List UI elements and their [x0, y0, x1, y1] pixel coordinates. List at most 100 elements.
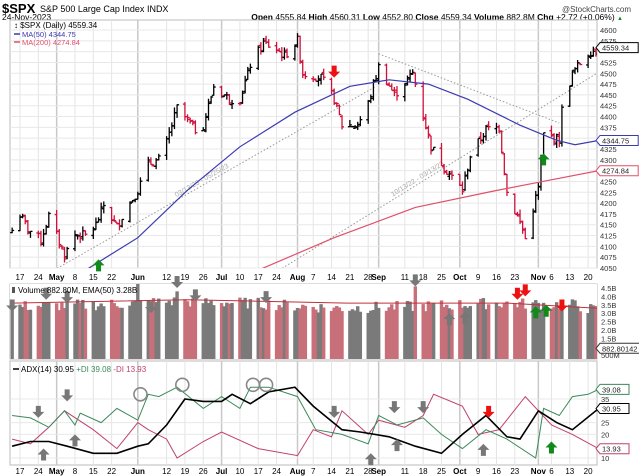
price-bar [72, 230, 77, 252]
adx-tick-label: 10 [601, 454, 609, 463]
volume-bar [136, 284, 140, 359]
volume-bar [26, 309, 30, 359]
volume-bar [463, 306, 467, 359]
price-bar [392, 86, 397, 97]
last-value-close: 4559.34 [602, 44, 629, 53]
volume-bar [238, 297, 242, 359]
x-tick-label: 11 [401, 273, 410, 282]
volume-bar [429, 303, 433, 359]
price-bar [374, 74, 379, 82]
price-bar [209, 96, 214, 104]
volume-bar [586, 313, 590, 359]
volume-bar [371, 309, 376, 359]
price-bar [347, 119, 352, 128]
ma50-line [87, 79, 597, 268]
price-bar [101, 201, 106, 214]
adx-last-value-box [595, 403, 630, 415]
arrow-down-icon [409, 274, 422, 287]
last-value-ma200: 4274.84 [602, 167, 629, 176]
arrow-up-icon [540, 304, 553, 317]
index-name-text: S&P 500 Large Cap Index [40, 4, 145, 14]
price-bar [350, 125, 355, 128]
arrow-down-icon [555, 299, 568, 312]
volume-bar [248, 299, 253, 359]
price-bar [59, 244, 64, 250]
volume-bar [369, 310, 373, 359]
plus-di-line [12, 386, 597, 459]
volume-bar [479, 298, 483, 359]
volume-bar [54, 303, 59, 359]
volume-bar [513, 303, 517, 359]
price-bar [444, 169, 449, 175]
x-tick-label: 10 [235, 273, 244, 282]
price-tick-label: 4525 [600, 58, 617, 67]
x-tick-label: 19 [180, 467, 189, 476]
volume-bar [243, 297, 247, 359]
volume-bar [350, 309, 355, 359]
x-tick-label: 15 [89, 467, 98, 476]
price-tick-label: 4425 [600, 102, 617, 111]
price-bar [499, 130, 504, 154]
volume-bar [81, 299, 85, 359]
volume-bar [282, 299, 287, 359]
x-tick-label: 15 [89, 273, 98, 282]
volume-bar [256, 297, 260, 359]
price-bar [353, 125, 358, 129]
price-bar [193, 120, 198, 135]
arrow-up-icon [477, 443, 490, 456]
price-bar [426, 125, 431, 139]
index-name: S&P 500 Large Cap Index INDX [40, 4, 168, 14]
x-tick-label: 28 [364, 467, 373, 476]
arrow-down-icon [40, 287, 53, 300]
price-bar [502, 152, 507, 176]
volume-bar [209, 300, 213, 359]
x-tick-label: 17 [16, 467, 25, 476]
plus-di-last-value-box [595, 383, 630, 395]
x-tick-label: Sep [371, 467, 386, 476]
volume-bar [73, 303, 77, 359]
price-bar [219, 85, 224, 99]
x-tick-label: 26 [199, 467, 208, 476]
volume-bar [75, 299, 80, 359]
price-bar [240, 90, 245, 104]
price-bar [316, 75, 321, 87]
price-bar [211, 84, 216, 96]
volume-bar [102, 306, 106, 359]
close-value: 4559.34 [440, 12, 472, 22]
x-tick-label: 21 [345, 467, 354, 476]
volume-bar [99, 303, 103, 359]
price-tick-label: 4225 [600, 188, 617, 197]
volume-value: 882.8M [506, 12, 535, 22]
adx-plot [11, 386, 597, 459]
volume-bar [520, 298, 525, 359]
arrow-up-icon [537, 153, 550, 166]
volume-bar [193, 296, 198, 359]
volume-bar [376, 307, 381, 359]
volume-bar [212, 305, 216, 359]
volume-bar [568, 304, 572, 359]
price-bar [570, 69, 575, 87]
price-bar [559, 104, 564, 147]
x-tick-label: 24 [34, 273, 43, 282]
volume-bar [219, 303, 224, 359]
price-bar [476, 137, 481, 157]
volume-bar [387, 307, 391, 359]
volume-ema-line [12, 299, 597, 309]
volume-bar [570, 299, 575, 359]
price-bar [20, 213, 25, 219]
price-bar [258, 42, 263, 55]
volume-bar [557, 308, 562, 359]
volume-bar [358, 311, 363, 359]
price-bar [531, 208, 536, 240]
price-bar [586, 54, 591, 69]
price-bar [429, 135, 434, 155]
x-tick-label: 24 [34, 467, 43, 476]
panel-p [9, 19, 598, 269]
price-bar [447, 171, 452, 180]
x-tick-label: 21 [345, 273, 354, 282]
price-legend-main: ↕ $SPX (Daily) 4559.34 [14, 21, 98, 30]
price-bar [62, 246, 67, 263]
price-bar [25, 220, 30, 235]
volume-bar [261, 308, 266, 359]
price-bar [449, 170, 454, 180]
